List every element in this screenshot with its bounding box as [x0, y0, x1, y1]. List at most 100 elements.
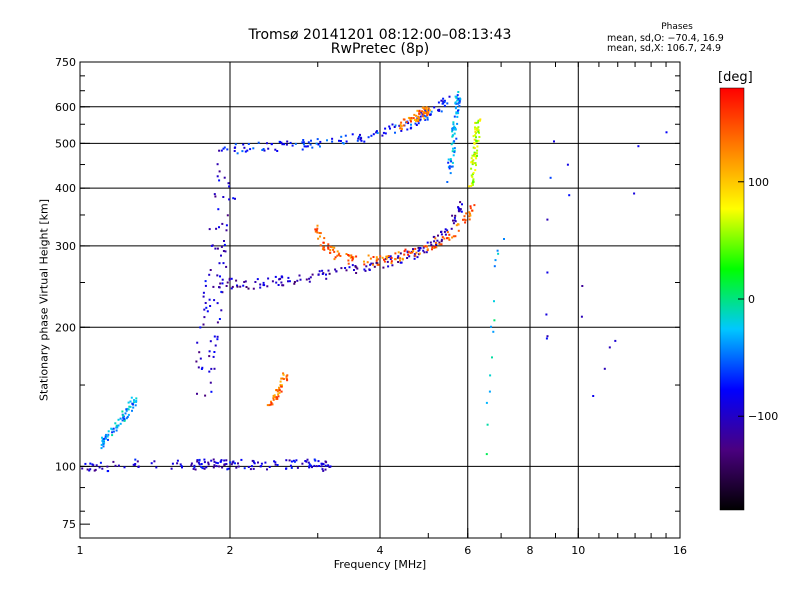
echo-point [208, 350, 211, 353]
echo-point [370, 262, 373, 265]
echo-point [426, 241, 429, 244]
echo-point [372, 133, 375, 136]
echo-point [218, 286, 220, 289]
echo-point [203, 458, 206, 461]
echo-point [340, 135, 343, 138]
echo-point [203, 467, 206, 470]
echo-point [443, 104, 446, 107]
echo-point [471, 160, 474, 163]
echo-point [321, 269, 324, 272]
echo-point [448, 165, 451, 168]
echo-point [491, 356, 493, 359]
echo-point [432, 235, 435, 238]
echo-point [196, 392, 198, 395]
echo-point [329, 465, 332, 468]
echo-point [367, 136, 370, 139]
echo-point [608, 346, 611, 349]
echo-point [478, 136, 481, 138]
echo-point [402, 124, 405, 127]
echo-point [102, 437, 105, 440]
echo-point [435, 246, 438, 249]
echo-point [100, 443, 103, 446]
echo-point [219, 275, 221, 278]
echo-point [345, 253, 348, 255]
echo-point [252, 147, 255, 150]
echo-point [354, 265, 357, 268]
echo-point [319, 232, 322, 235]
echo-point [218, 465, 221, 468]
x-tick-label: 16 [673, 544, 687, 557]
echo-point [127, 401, 130, 404]
echo-point [122, 414, 124, 417]
echo-point [381, 256, 384, 259]
echo-point [455, 137, 458, 140]
echo-point [132, 403, 134, 406]
echo-point [194, 468, 197, 471]
echo-point [454, 214, 457, 217]
echo-point [427, 107, 430, 110]
echo-point [385, 255, 388, 258]
echo-point [404, 248, 407, 251]
echo-point [453, 151, 456, 154]
echo-point [477, 130, 480, 133]
echo-point [277, 284, 280, 286]
echo-point [355, 255, 358, 258]
echo-point [546, 271, 549, 274]
echo-point [435, 241, 437, 244]
echo-point [443, 99, 446, 102]
echo-point [279, 380, 282, 383]
echo-point [419, 247, 421, 249]
echo-point [262, 148, 265, 150]
echo-point [293, 281, 296, 283]
echo-point [123, 419, 126, 422]
echo-point [423, 114, 426, 117]
echo-point [455, 96, 458, 99]
echo-point [553, 140, 555, 143]
echo-point [468, 185, 471, 188]
echo-point [218, 226, 220, 229]
echo-point [415, 118, 417, 121]
echo-point [387, 255, 390, 257]
echo-point [249, 148, 252, 151]
echo-point [396, 256, 399, 259]
echo-point [101, 467, 104, 470]
echo-point [446, 229, 449, 232]
echo-point [199, 357, 202, 360]
echo-point [352, 256, 355, 259]
echo-point [315, 142, 318, 145]
y-tick-label: 500 [55, 137, 76, 150]
echo-point [453, 140, 456, 143]
echo-point [476, 149, 479, 152]
echo-point [281, 284, 284, 287]
echo-point [440, 233, 443, 236]
echo-point [112, 427, 115, 430]
echo-point [230, 277, 233, 280]
echo-point [211, 244, 214, 247]
echo-point [322, 241, 325, 244]
echo-point [493, 319, 496, 322]
echo-point [376, 132, 379, 134]
echo-point [472, 171, 475, 174]
echo-point [473, 154, 475, 157]
echo-point [485, 401, 488, 404]
echo-point [206, 310, 209, 313]
echo-point [359, 138, 362, 141]
echo-point [382, 266, 385, 269]
echo-point [369, 257, 372, 260]
echo-point [278, 391, 281, 394]
echo-point [334, 268, 337, 271]
echo-point [209, 340, 212, 343]
echo-point [132, 463, 135, 466]
echo-point [130, 396, 133, 399]
echo-point [334, 256, 337, 259]
echo-point [383, 258, 385, 261]
echo-point [314, 228, 317, 231]
echo-point [426, 116, 429, 119]
echo-point [456, 122, 459, 125]
echo-point [440, 230, 443, 233]
echo-point [477, 126, 480, 129]
y-tick-label: 100 [55, 460, 76, 473]
echo-point [426, 245, 428, 248]
echo-point [114, 464, 117, 467]
echo-point [216, 274, 219, 277]
